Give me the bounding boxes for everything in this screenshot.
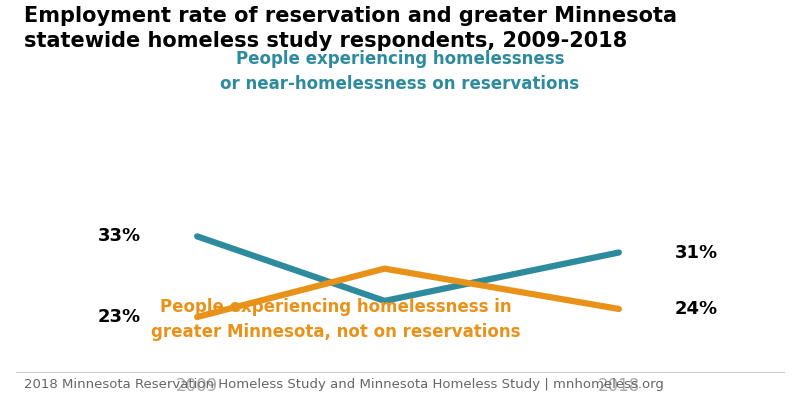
Text: 2018: 2018: [598, 378, 640, 396]
Text: People experiencing homelessness
or near-homelessness on reservations: People experiencing homelessness or near…: [221, 50, 579, 93]
Text: 24%: 24%: [675, 300, 718, 318]
Text: 2009: 2009: [176, 378, 218, 396]
Text: 23%: 23%: [98, 308, 141, 326]
Text: 31%: 31%: [675, 244, 718, 262]
Text: People experiencing homelessness in
greater Minnesota, not on reservations: People experiencing homelessness in grea…: [151, 298, 521, 341]
Text: 2018 Minnesota Reservation Homeless Study and Minnesota Homeless Study | mnhomel: 2018 Minnesota Reservation Homeless Stud…: [24, 378, 664, 391]
Text: 33%: 33%: [98, 227, 141, 245]
Text: Employment rate of reservation and greater Minnesota
statewide homeless study re: Employment rate of reservation and great…: [24, 6, 677, 51]
